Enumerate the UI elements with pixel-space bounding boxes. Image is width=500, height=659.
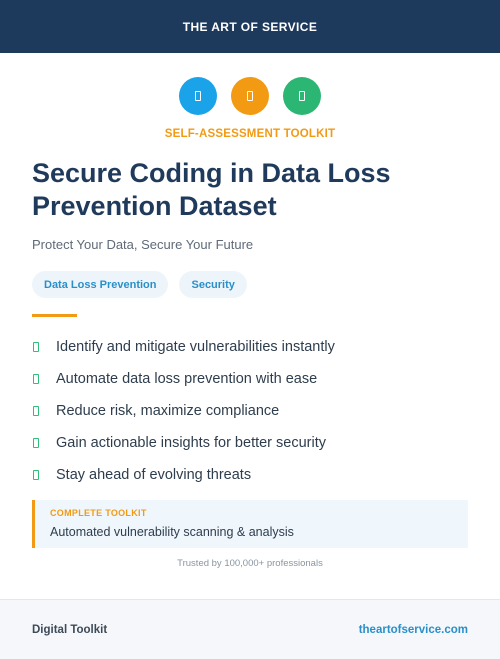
tag-list: Data Loss Prevention Security: [32, 271, 247, 298]
feature-text: Identify and mitigate vulnerabilities in…: [56, 339, 335, 355]
check-icon: [33, 438, 39, 448]
subtitle: Protect Your Data, Secure Your Future: [32, 237, 254, 252]
footer-label: Digital Toolkit: [32, 623, 108, 636]
feature-item: Reduce risk, maximize compliance: [32, 395, 335, 427]
brand-title: THE ART OF SERVICE: [182, 19, 318, 34]
feature-item: Identify and mitigate vulnerabilities in…: [32, 331, 335, 363]
check-icon: [33, 342, 39, 352]
icon-row: [0, 77, 500, 115]
check-icon: [33, 470, 39, 480]
footer-bar: Digital Toolkit theartofservice.com: [0, 599, 500, 659]
shield-icon: [179, 77, 217, 115]
header-bar: THE ART OF SERVICE: [0, 0, 500, 53]
toolkit-callout: COMPLETE TOOLKIT Automated vulnerability…: [32, 500, 468, 548]
feature-text: Reduce risk, maximize compliance: [56, 403, 280, 419]
chart-icon: [283, 77, 321, 115]
toolkit-kicker: SELF-ASSESSMENT TOOLKIT: [164, 128, 336, 140]
feature-text: Automate data loss prevention with ease: [56, 371, 318, 387]
feature-text: Gain actionable insights for better secu…: [56, 435, 326, 451]
feature-list: Identify and mitigate vulnerabilities in…: [32, 331, 335, 491]
trust-statement: Trusted by 100,000+ professionals: [177, 558, 323, 569]
feature-text: Stay ahead of evolving threats: [56, 467, 252, 483]
callout-label: COMPLETE TOOLKIT: [50, 508, 147, 518]
tag-security: Security: [179, 271, 247, 298]
callout-text: Automated vulnerability scanning & analy…: [50, 525, 294, 539]
feature-item: Stay ahead of evolving threats: [32, 459, 335, 491]
feature-item: Automate data loss prevention with ease: [32, 363, 335, 395]
page-title: Secure Coding in Data Loss Prevention Da…: [32, 158, 391, 221]
tag-data-loss-prevention: Data Loss Prevention: [32, 271, 169, 298]
accent-divider: [32, 314, 77, 317]
lock-icon: [231, 77, 269, 115]
feature-item: Gain actionable insights for better secu…: [32, 427, 335, 459]
website-link[interactable]: theartofservice.com: [358, 623, 468, 636]
check-icon: [33, 374, 39, 384]
check-icon: [33, 406, 39, 416]
